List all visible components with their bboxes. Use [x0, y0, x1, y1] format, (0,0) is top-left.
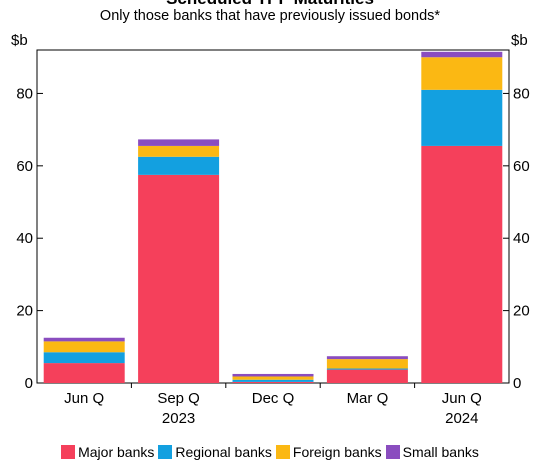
- bar-regional-banks: [43, 352, 125, 364]
- y-tick-label-right: 40: [513, 230, 530, 247]
- x-tick-label: Mar Q: [347, 390, 389, 407]
- legend-label: Foreign banks: [292, 444, 382, 460]
- bar-small-banks: [138, 139, 220, 146]
- x-year-label: 2023: [162, 410, 195, 427]
- y-tick-label-right: 60: [513, 158, 530, 175]
- bar-major-banks: [232, 381, 314, 383]
- bar-foreign-banks: [421, 57, 503, 90]
- bar-small-banks: [421, 51, 503, 58]
- legend-label: Small banks: [402, 444, 479, 460]
- bar-major-banks: [43, 363, 125, 383]
- legend-swatch: [158, 445, 173, 459]
- bar-foreign-banks: [232, 376, 314, 380]
- bar-major-banks: [421, 145, 503, 383]
- x-tick-label: Dec Q: [252, 390, 295, 407]
- y-axis-unit-left: $b: [11, 32, 28, 49]
- y-tick-label-right: 0: [513, 375, 521, 392]
- legend-label: Regional banks: [175, 444, 272, 460]
- y-axis-unit-right: $b: [511, 32, 528, 49]
- y-tick-label-right: 20: [513, 303, 530, 320]
- x-tick-label: Jun Q: [64, 390, 104, 407]
- bar-small-banks: [43, 337, 125, 342]
- y-tick-label-left: 80: [16, 85, 33, 102]
- y-tick-label-left: 60: [16, 158, 33, 175]
- legend-swatch: [385, 445, 400, 459]
- bar-small-banks: [326, 356, 408, 360]
- bar-small-banks: [232, 373, 314, 377]
- legend-swatch: [275, 445, 290, 459]
- bar-foreign-banks: [326, 359, 408, 369]
- legend-label: Major banks: [78, 444, 155, 460]
- bar-regional-banks: [326, 368, 408, 370]
- y-tick-label-right: 80: [513, 85, 530, 102]
- legend-swatch: [61, 445, 76, 459]
- x-tick-label: Sep Q: [157, 390, 200, 407]
- x-year-label: 2024: [445, 410, 478, 427]
- bar-major-banks: [138, 174, 220, 383]
- bar-major-banks: [326, 369, 408, 383]
- x-tick-label: Jun Q: [442, 390, 482, 407]
- bar-regional-banks: [421, 89, 503, 146]
- y-tick-label-left: 0: [25, 375, 33, 392]
- bar-regional-banks: [138, 156, 220, 175]
- legend-item: Regional banks: [158, 444, 272, 460]
- chart-subtitle: Only those banks that have previously is…: [99, 8, 441, 24]
- legend-item: Small banks: [385, 444, 479, 460]
- legend-item: Major banks: [61, 444, 154, 460]
- legend-item: Foreign banks: [275, 444, 382, 460]
- chart-title: Scheduled TPF Maturities: [0, 0, 540, 9]
- bar-foreign-banks: [138, 145, 220, 157]
- y-tick-label-left: 40: [16, 230, 33, 247]
- y-tick-label-left: 20: [16, 303, 33, 320]
- bar-regional-banks: [232, 379, 314, 382]
- bar-foreign-banks: [43, 341, 125, 353]
- legend: Major banks Regional banks Foreign banks Sm…: [0, 444, 540, 460]
